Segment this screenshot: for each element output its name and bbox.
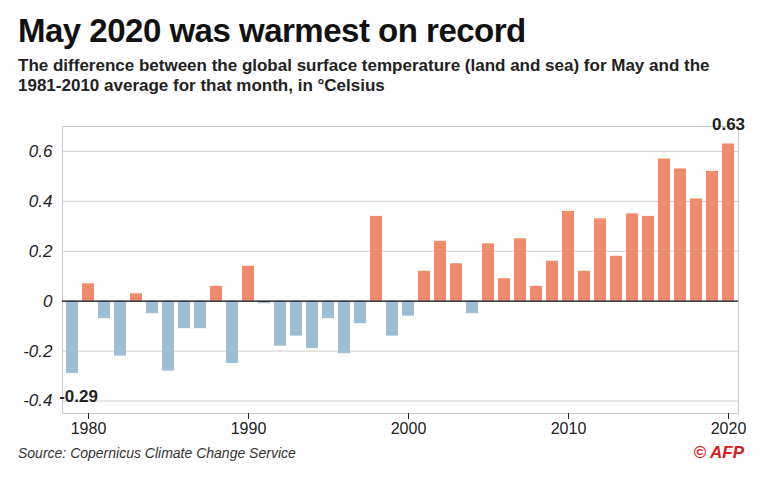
svg-text:1980: 1980	[71, 420, 107, 437]
svg-text:0.63: 0.63	[712, 115, 745, 134]
svg-text:-0.4: -0.4	[23, 391, 52, 410]
svg-text:0.6: 0.6	[29, 142, 53, 161]
svg-text:1990: 1990	[231, 420, 267, 437]
svg-text:-0.2: -0.2	[23, 342, 53, 361]
svg-text:2020: 2020	[711, 420, 747, 437]
svg-text:-0.29: -0.29	[59, 387, 98, 406]
svg-text:0.4: 0.4	[29, 192, 53, 211]
html-text:© AFP: © AFP	[693, 443, 744, 462]
svg-text:2000: 2000	[391, 420, 427, 437]
html-text:The difference between the glo: The difference between the global surfac…	[18, 56, 710, 95]
html-text:Source: Copernicus Climate Cha: Source: Copernicus Climate Change Servic…	[18, 445, 296, 461]
svg-text:2010: 2010	[551, 420, 587, 437]
html-text:May 2020 was warmest on record: May 2020 was warmest on record	[18, 12, 526, 49]
svg-text:0: 0	[43, 292, 53, 311]
svg-text:0.2: 0.2	[29, 242, 53, 261]
